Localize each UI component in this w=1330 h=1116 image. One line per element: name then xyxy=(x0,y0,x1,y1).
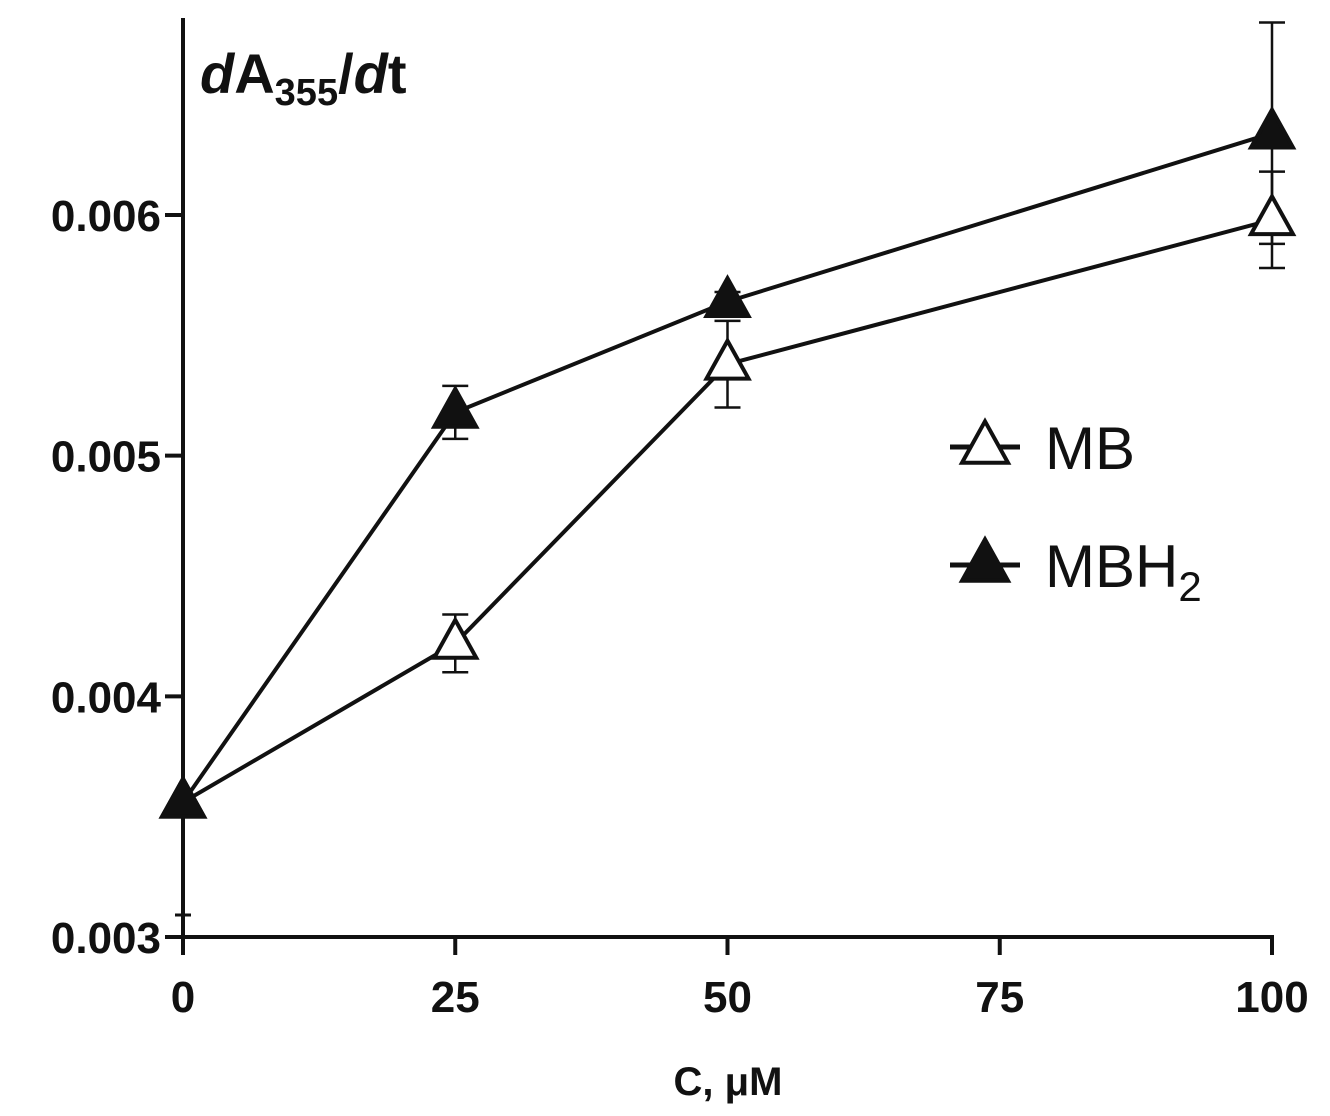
legend: MB MBH2 xyxy=(950,415,1202,610)
legend-label: MB xyxy=(1045,415,1135,482)
series-line-2 xyxy=(181,131,1273,804)
y-tick-label: 0.003 xyxy=(51,914,161,963)
data-point-filled xyxy=(158,774,208,819)
axes: 0 25 50 75 100 0.003 0.004 0.005 0.006 xyxy=(51,18,1309,1022)
data-point-open xyxy=(430,615,480,660)
y-label-t: t xyxy=(388,42,407,105)
y-axis-label: dA355/dt xyxy=(200,42,407,114)
series-line-1 xyxy=(181,217,1273,804)
legend-label-name: MB xyxy=(1045,415,1135,482)
y-label-d2: d xyxy=(354,42,390,105)
data-point-filled xyxy=(703,274,752,319)
x-axis-label: C, μM xyxy=(674,1060,783,1104)
legend-label-sub: 2 xyxy=(1178,563,1201,610)
data-point-filled xyxy=(430,384,480,429)
y-tick-label: 0.004 xyxy=(51,673,162,722)
data-point-filled xyxy=(1247,105,1297,150)
legend-label-name: MBH xyxy=(1045,533,1178,600)
legend-marker-filled xyxy=(958,535,1012,583)
y-label-d1: d xyxy=(200,42,236,105)
x-tick-label: 50 xyxy=(703,973,752,1022)
y-tick-label: 0.006 xyxy=(51,192,161,241)
legend-label: MBH2 xyxy=(1045,533,1202,610)
legend-marker-open xyxy=(958,417,1012,465)
x-tick-label: 75 xyxy=(975,973,1024,1022)
y-label-a: A xyxy=(234,42,274,105)
data-point-open xyxy=(703,336,752,381)
x-tick-label: 0 xyxy=(171,973,195,1022)
y-label-slash: / xyxy=(338,42,354,105)
data-point-open xyxy=(1247,192,1297,237)
x-tick-label: 100 xyxy=(1235,973,1308,1022)
y-tick-label: 0.005 xyxy=(51,433,161,482)
chart-marks xyxy=(158,21,1297,819)
y-label-sub: 355 xyxy=(275,72,338,114)
x-tick-label: 25 xyxy=(431,973,480,1022)
